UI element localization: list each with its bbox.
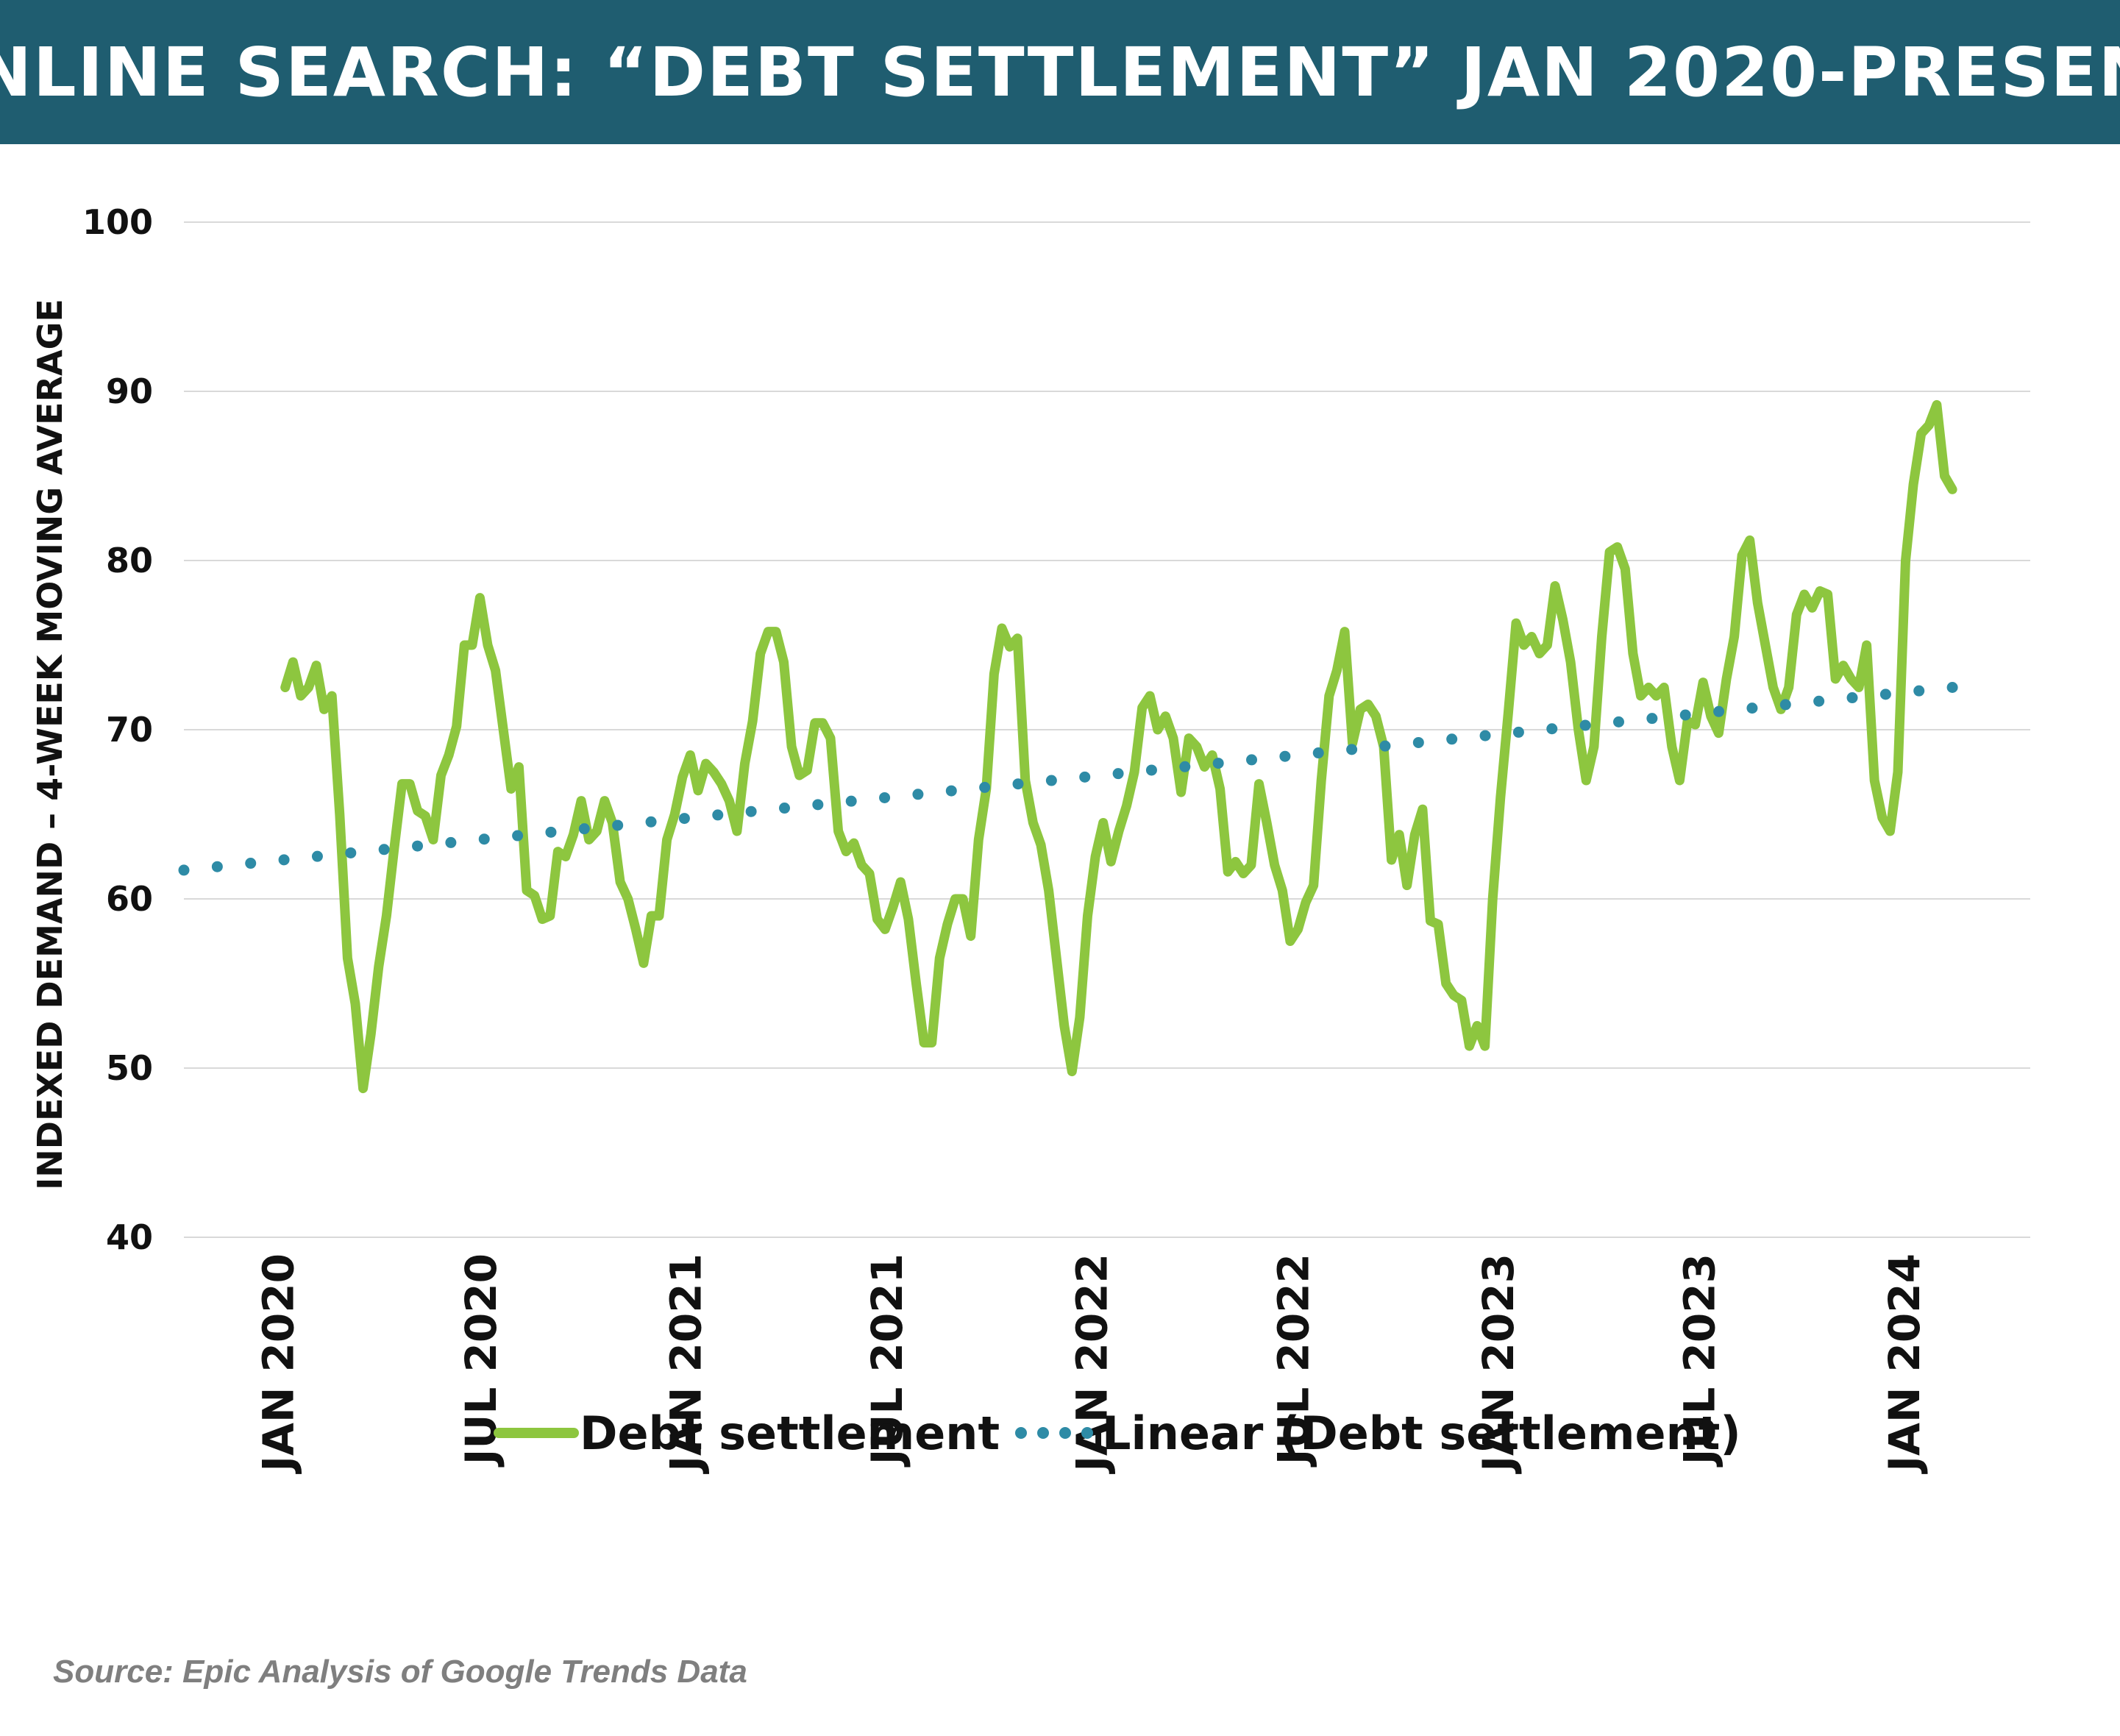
legend-swatch-dot: [1081, 1427, 1093, 1439]
trendline-dot: [712, 809, 724, 821]
trendline-dot: [512, 830, 524, 842]
trendline-dot: [445, 836, 457, 848]
x-tick-label: JUL 2023: [1675, 1253, 1725, 1468]
trendline-dot: [245, 858, 257, 869]
trendline-dot: [1112, 768, 1124, 780]
trendline-dot: [1079, 771, 1091, 783]
trendline-dot: [1045, 775, 1057, 786]
trendline-dot: [378, 844, 390, 855]
trendline-dot: [1546, 723, 1558, 735]
trendline-dot: [778, 803, 790, 814]
trendline-dot: [345, 847, 357, 858]
trendline-dot: [845, 795, 857, 807]
trendline-dot: [1713, 705, 1725, 717]
title-banner: ONLINE SEARCH: “DEBT SETTLEMENT” JAN 202…: [0, 0, 2120, 144]
trendline-dot: [278, 854, 290, 866]
y-tick-label: 100: [82, 202, 153, 242]
trendline-dot: [1179, 761, 1191, 772]
x-tick-label: JUL 2021: [862, 1253, 912, 1468]
trendline-dot: [1446, 733, 1458, 745]
trendline-dot: [812, 799, 824, 811]
trendline-dot: [1479, 730, 1491, 741]
line-chart: 40 50 60 70 80 90 100 INDEXED DEMAND – 4-WEEK M…: [30, 202, 2030, 1475]
trendline-dot: [1913, 685, 1925, 697]
x-tick-label: JAN 2024: [1879, 1253, 1929, 1475]
legend-label-linear: Linear (Debt settlement): [1102, 1406, 1741, 1460]
trendline-dot: [1746, 702, 1758, 714]
trendline-dot: [311, 850, 323, 862]
x-tick-label: JAN 2020: [254, 1253, 304, 1475]
trendline-dot: [1379, 740, 1391, 752]
trendline-dot: [211, 861, 223, 872]
trendline-dot: [1846, 692, 1858, 704]
trendline-dot: [545, 826, 557, 838]
trendline-dot: [478, 833, 490, 845]
y-tick-label: 90: [106, 371, 153, 411]
x-tick-label: JAN 2021: [661, 1253, 711, 1475]
y-tick-label: 60: [106, 879, 153, 919]
trendline-dot: [645, 816, 657, 828]
x-tick-label: JUL 2022: [1268, 1253, 1318, 1468]
trendline-dot: [578, 823, 590, 835]
y-tick-label: 80: [106, 541, 153, 580]
trendline-dot: [1412, 736, 1424, 748]
chart-title: ONLINE SEARCH: “DEBT SETTLEMENT” JAN 202…: [0, 32, 2120, 112]
trendline-dot: [1012, 778, 1024, 790]
y-tick-label: 70: [106, 710, 153, 750]
legend-swatch-dot: [1059, 1427, 1071, 1439]
trendline-dot: [979, 781, 991, 793]
x-tick-label: JAN 2023: [1473, 1253, 1523, 1475]
legend-swatch-dot: [1037, 1427, 1049, 1439]
x-tick-label: JAN 2022: [1067, 1253, 1117, 1475]
trendline-dot: [1579, 719, 1591, 731]
trendline-dot: [1679, 709, 1691, 721]
trendline-dot: [1813, 695, 1825, 707]
trendline-dot: [178, 864, 190, 876]
legend-swatch-dot: [1015, 1427, 1027, 1439]
trendline-dot: [1145, 764, 1157, 776]
y-axis-label: INDEXED DEMAND – 4-WEEK MOVING AVERAGE: [30, 299, 70, 1190]
trendline-dot: [612, 819, 624, 831]
trendline-dot: [1779, 699, 1791, 711]
trendline-dot: [412, 840, 424, 852]
trendline-dot: [945, 785, 957, 797]
trendline-dot: [1646, 713, 1658, 725]
trendline-dot: [1246, 754, 1258, 766]
trendline-dot: [678, 813, 690, 825]
trendline-dot: [745, 805, 757, 817]
trendline-dot: [1946, 682, 1958, 693]
trendline-dot: [1346, 744, 1358, 755]
y-tick-label: 40: [106, 1217, 153, 1257]
y-tick-label: 50: [106, 1048, 153, 1088]
trendline-dot: [1612, 716, 1624, 728]
trendline-dot: [1279, 750, 1291, 762]
trendline-dot: [1512, 726, 1524, 738]
trendline-dot: [1212, 758, 1224, 769]
trendline-dot: [1312, 747, 1324, 759]
trendline-dot: [912, 789, 924, 800]
trendline-dot: [879, 791, 891, 803]
trendline-dot: [1879, 689, 1891, 700]
series-line-debt-settlement: [280, 399, 1957, 1094]
legend-label-debt-settlement: Debt settlement: [580, 1406, 1000, 1460]
source-note: Source: Epic Analysis of Google Trends D…: [53, 1654, 747, 1690]
